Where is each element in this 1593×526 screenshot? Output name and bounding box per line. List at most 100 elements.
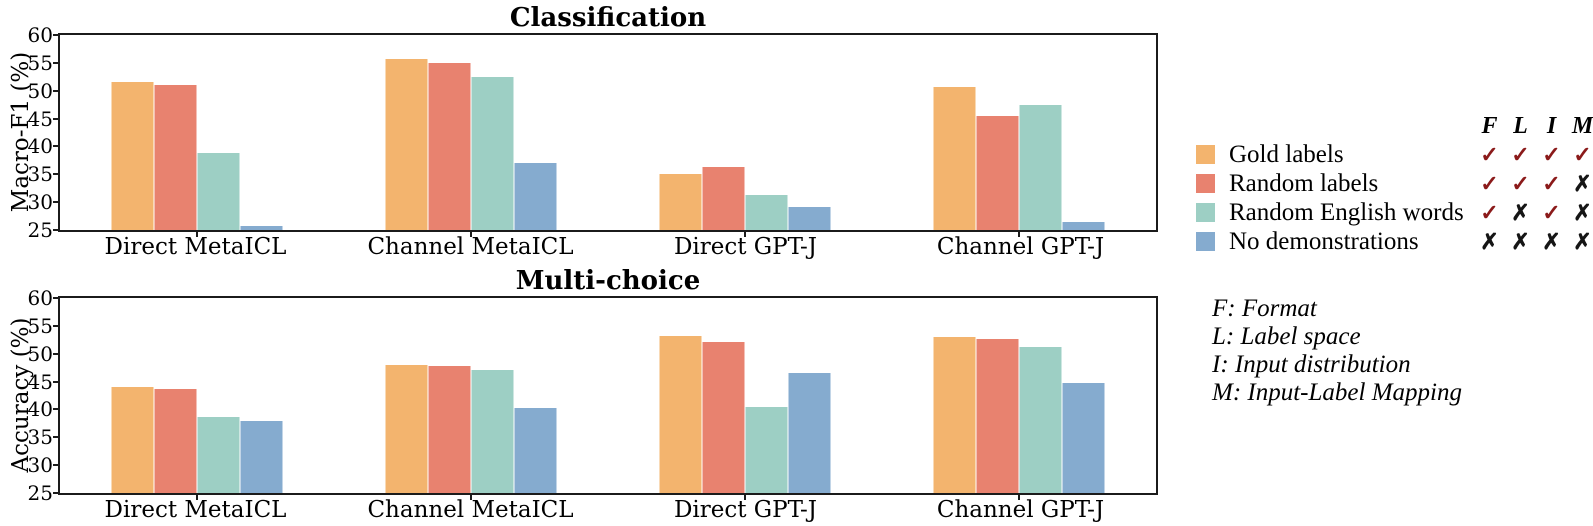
x-tick-label: Direct GPT-J (673, 234, 818, 260)
bar-gold-labels (111, 82, 154, 230)
bar-group (933, 337, 1105, 493)
legend-column-header: F (1481, 113, 1498, 139)
y-tick-mark (53, 117, 58, 120)
cross-icon: ✗ (1573, 200, 1592, 225)
x-tick-label: Channel MetaICL (367, 497, 574, 523)
bar-random-english-words (197, 153, 240, 230)
plot-area (53, 33, 1158, 237)
legend-color-swatch (1196, 174, 1215, 193)
bar-no-demonstrations (240, 225, 283, 230)
cross-icon: ✗ (1480, 229, 1499, 254)
footnote-line: L: Label space (1212, 323, 1361, 350)
legend-swatch-cell (1196, 145, 1229, 164)
bar-random-english-words (1019, 105, 1062, 230)
check-icon: ✓ (1542, 200, 1561, 225)
y-tick-mark (53, 145, 58, 148)
bar-gold-labels (385, 364, 428, 493)
bar-random-labels (702, 341, 745, 493)
y-tick-label: 55 (27, 50, 53, 75)
legend-item-label: Random labels (1229, 170, 1379, 197)
check-icon: ✓ (1511, 142, 1530, 167)
x-axis-labels: Direct MetaICL Channel MetaICL Direct GPT-… (58, 234, 1158, 264)
chart-title: Multi-choice (515, 266, 701, 296)
y-tick-label: 25 (27, 481, 53, 505)
y-tick-label: 30 (27, 190, 53, 215)
bar-random-english-words (471, 370, 514, 493)
bar-group (385, 364, 557, 493)
y-tick-mark (53, 492, 58, 494)
legend-item-label: Random English words (1229, 199, 1464, 226)
bar-group (385, 59, 557, 230)
bar-gold-labels (659, 335, 702, 493)
x-tick-mark (470, 495, 472, 500)
legend-swatch-cell (1196, 174, 1229, 193)
legend-color-swatch (1196, 203, 1215, 222)
bar-random-labels (428, 63, 471, 230)
y-tick-label: 55 (27, 313, 53, 338)
y-tick-mark (53, 201, 58, 204)
y-tick-label: 45 (27, 369, 53, 394)
x-tick-mark (744, 495, 746, 500)
y-axis-ticks: 60 55 50 45 40 35 30 25 (0, 286, 53, 505)
legend-column-header: M (1571, 113, 1593, 139)
check-icon: ✓ (1480, 171, 1499, 196)
bar-gold-labels (659, 173, 702, 230)
y-axis-ticks: 60 55 50 45 40 35 30 25 (0, 23, 53, 242)
bar-no-demonstrations (1062, 222, 1105, 230)
y-tick-label: 60 (27, 23, 53, 47)
y-tick-mark (53, 34, 58, 36)
legend-column-header: I (1546, 113, 1557, 139)
check-icon: ✓ (1480, 142, 1499, 167)
y-tick-mark (53, 352, 58, 355)
bar-random-english-words (197, 416, 240, 493)
y-tick-mark (53, 89, 58, 92)
x-tick-mark (744, 232, 746, 237)
bar-random-labels (976, 338, 1019, 493)
legend-column-header: L (1513, 113, 1528, 139)
bar-gold-labels (111, 387, 154, 493)
y-tick-label: 50 (27, 78, 53, 103)
x-axis-labels: Direct MetaICL Channel MetaICL Direct GPT-… (58, 497, 1158, 526)
x-tick-mark (196, 232, 198, 237)
bar-group (111, 82, 283, 230)
bar-group (111, 387, 283, 493)
y-tick-label: 45 (27, 106, 53, 131)
x-tick-label: Direct MetaICL (104, 497, 287, 523)
footnote-line: M: Input-Label Mapping (1212, 379, 1462, 406)
y-axis-label: Accuracy (%) (8, 317, 34, 473)
bar-no-demonstrations (788, 206, 831, 230)
x-tick-mark (1018, 232, 1020, 237)
bar-gold-labels (385, 59, 428, 230)
y-tick-mark (53, 464, 58, 467)
x-tick-mark (470, 232, 472, 237)
x-tick-label: Direct GPT-J (673, 497, 818, 523)
bar-group (933, 87, 1105, 230)
bar-random-english-words (471, 77, 514, 230)
x-tick-label: Channel GPT-J (936, 497, 1105, 523)
x-tick-mark (196, 495, 198, 500)
footnote-line: F: Format (1212, 295, 1317, 322)
cross-icon: ✗ (1511, 200, 1530, 225)
y-axis-label: Macro-F1 (%) (8, 51, 34, 213)
y-tick-label: 30 (27, 453, 53, 478)
bar-no-demonstrations (514, 407, 557, 493)
bar-random-labels (154, 388, 197, 493)
legend-item-label: Gold labels (1229, 141, 1344, 168)
bar-random-labels (428, 366, 471, 493)
bar-random-labels (154, 85, 197, 230)
bar-gold-labels (933, 337, 976, 493)
x-tick-label: Direct MetaICL (104, 234, 287, 260)
legend-color-swatch (1196, 232, 1215, 251)
y-tick-mark (53, 436, 58, 439)
bar-random-english-words (745, 406, 788, 493)
legend-item-label: No demonstrations (1229, 228, 1419, 255)
bar-no-demonstrations (1062, 382, 1105, 493)
bar-random-english-words (1019, 347, 1062, 493)
legend-swatch-cell (1196, 232, 1229, 251)
check-icon: ✓ (1542, 142, 1561, 167)
check-icon: ✓ (1480, 200, 1499, 225)
bar-random-labels (976, 115, 1019, 230)
plot-area (53, 296, 1158, 500)
